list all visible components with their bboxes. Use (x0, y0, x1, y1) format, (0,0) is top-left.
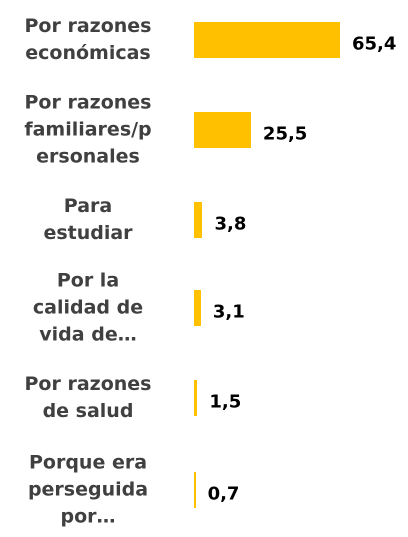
bar (194, 472, 196, 508)
category-label: Por razones de salud (24, 373, 152, 422)
category-label: Por razones económicas (24, 15, 152, 64)
bar (194, 380, 198, 416)
value-label: 0,7 (207, 483, 240, 505)
category-label: Porque era perseguida por… (27, 451, 149, 528)
value-label: 1,5 (209, 391, 242, 413)
value-label: 65,4 (352, 33, 397, 55)
category-label: Para estudiar (43, 195, 133, 244)
bar (194, 22, 340, 58)
bar (194, 290, 201, 326)
bar (194, 112, 251, 148)
category-label: Por razones familiares/p ersonales (24, 91, 152, 168)
value-label: 3,1 (212, 301, 245, 323)
bar (194, 202, 203, 238)
value-label: 25,5 (262, 123, 308, 145)
value-label: 3,8 (214, 213, 247, 235)
category-label: Por la calidad de vida de… (32, 269, 144, 346)
